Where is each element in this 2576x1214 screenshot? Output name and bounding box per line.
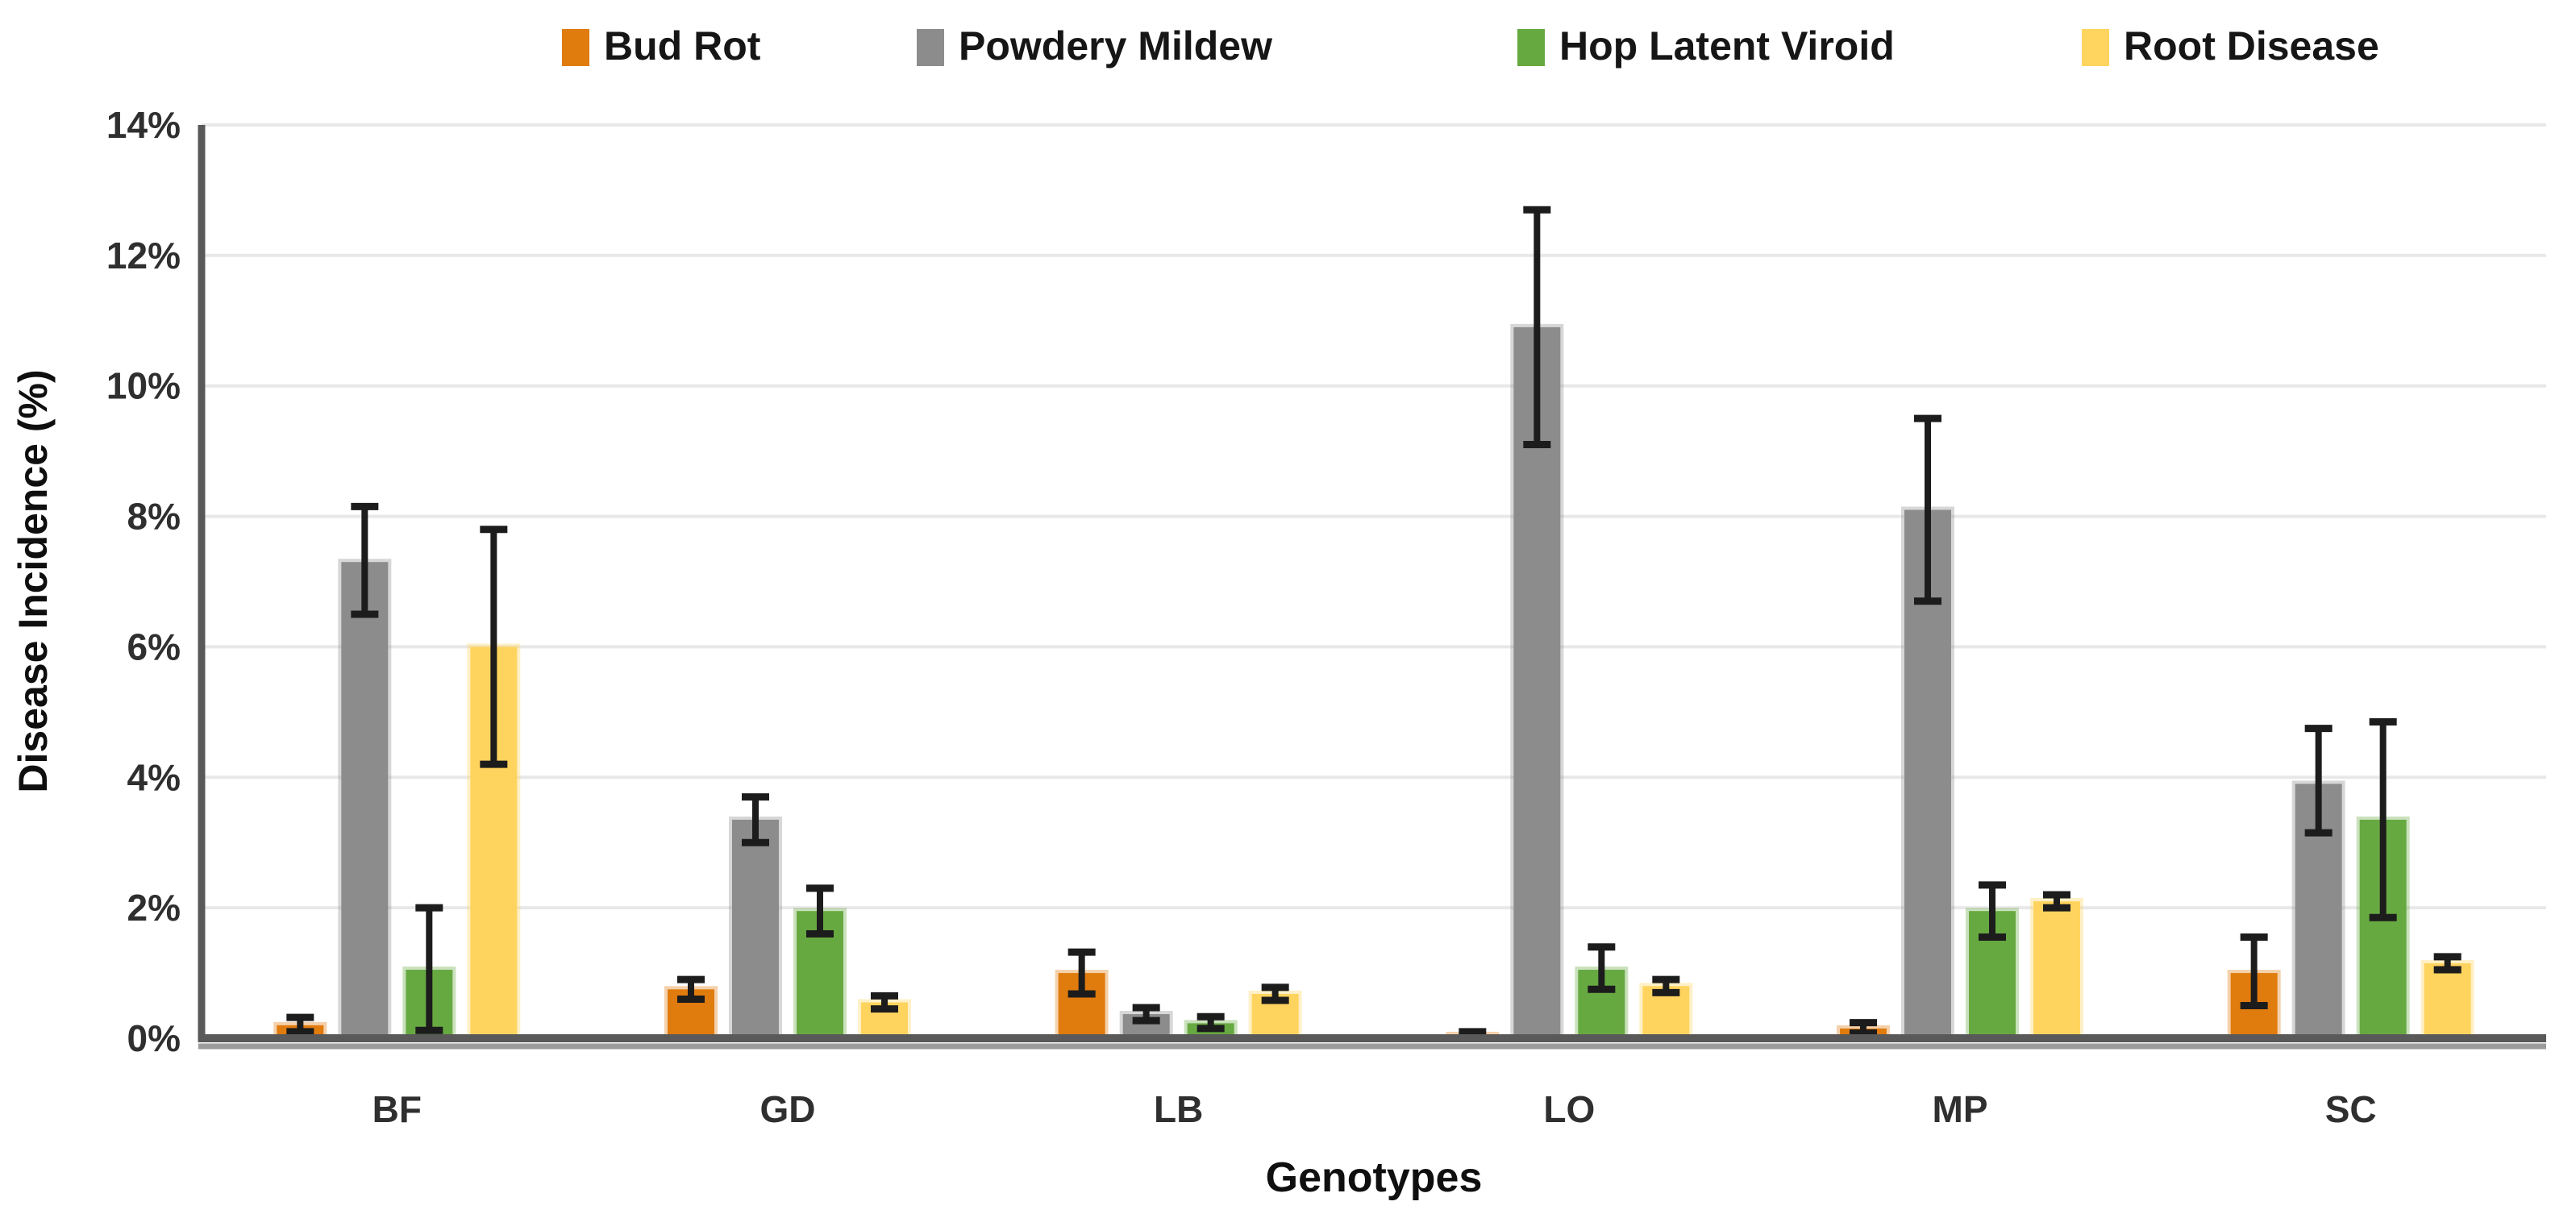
error-bar-root-disease-LB	[1261, 983, 1289, 1004]
x-tick-label-BF: BF	[372, 1088, 422, 1130]
legend-swatch-root-disease	[2082, 29, 2109, 66]
error-bar-bud-rot-SC	[2240, 933, 2268, 1010]
gridlines	[202, 123, 2546, 910]
y-tick-label-8pct: 8%	[127, 496, 181, 538]
error-bar-hop-latent-viroid-LO	[1588, 943, 1616, 993]
error-bar-powdery-mildew-BF	[351, 502, 379, 618]
y-axis-title: Disease Incidence (%)	[10, 369, 56, 792]
legend-item-bud-rot: Bud Rot	[562, 23, 761, 69]
error-bar-bud-rot-LB	[1067, 948, 1096, 998]
legend: Bud Rot Powdery Mildew Hop Latent Viroid Ro…	[562, 23, 2379, 69]
bar-fringe	[729, 816, 782, 1038]
error-bar-powdery-mildew-LO	[1523, 206, 1551, 449]
error-bar-bud-rot-GD	[677, 975, 705, 1003]
x-tick-label-MP: MP	[1933, 1088, 1988, 1130]
x-tick-label-LO: LO	[1543, 1088, 1595, 1130]
legend-swatch-powdery-mildew	[917, 29, 944, 66]
legend-label: Powdery Mildew	[959, 23, 1272, 69]
x-tick-label-GD: GD	[760, 1088, 816, 1130]
error-bar-powdery-mildew-GD	[742, 793, 769, 846]
error-bar-hop-latent-viroid-SC	[2369, 717, 2397, 921]
legend-label: Bud Rot	[604, 23, 761, 69]
legend-item-hop-latent-viroid: Hop Latent Viroid	[1517, 23, 1895, 69]
error-bar-powdery-mildew-SC	[2304, 725, 2333, 837]
y-tick-label-10pct: 10%	[106, 365, 181, 407]
error-bar-root-disease-GD	[871, 992, 898, 1013]
legend-item-powdery-mildew: Powdery Mildew	[917, 23, 1272, 69]
error-bar-root-disease-LO	[1652, 975, 1680, 996]
error-bar-root-disease-MP	[2043, 891, 2070, 912]
legend-swatch-hop-latent-viroid	[1517, 29, 1545, 66]
y-tick-label-14pct: 14%	[106, 104, 181, 146]
y-tick-label-6pct: 6%	[127, 626, 181, 667]
error-bar-bud-rot-MP	[1850, 1019, 1877, 1037]
bars	[273, 323, 2474, 1039]
legend-label: Root Disease	[2124, 23, 2379, 69]
legend-label: Hop Latent Viroid	[1559, 23, 1895, 69]
y-tick-label-12pct: 12%	[106, 235, 181, 276]
bar-fringe	[338, 559, 392, 1038]
error-bar-powdery-mildew-LB	[1132, 1004, 1160, 1025]
error-bar-root-disease-BF	[480, 526, 508, 768]
bar-powdery-mildew-GD	[732, 819, 779, 1038]
error-bar-powdery-mildew-MP	[1914, 414, 1941, 605]
bar-root-disease-MP	[2033, 901, 2080, 1038]
x-axis-title: Genotypes	[1266, 1154, 1483, 1201]
x-tick-label-LB: LB	[1154, 1088, 1203, 1130]
error-bar-hop-latent-viroid-GD	[806, 884, 834, 938]
bar-fringe	[2030, 898, 2083, 1038]
legend-item-root-disease: Root Disease	[2082, 23, 2379, 69]
error-bar-bud-rot-BF	[286, 1013, 314, 1036]
error-bars	[286, 206, 2462, 1042]
bar-root-disease-SC	[2424, 962, 2471, 1038]
error-bar-hop-latent-viroid-MP	[1979, 881, 2006, 942]
x-tick-label-SC: SC	[2325, 1088, 2377, 1130]
error-bar-hop-latent-viroid-BF	[415, 904, 443, 1034]
legend-swatch-bud-rot	[562, 29, 589, 66]
y-tick-label-2pct: 2%	[127, 887, 181, 929]
error-bar-root-disease-SC	[2433, 953, 2462, 974]
bar-powdery-mildew-BF	[341, 562, 389, 1038]
y-tick-label-0pct: 0%	[127, 1017, 181, 1059]
axes	[198, 125, 2546, 1050]
y-tick-label-4pct: 4%	[127, 756, 181, 798]
tick-labels: 0% 2% 4% 6% 8% 10% 12% 14% BF GD LB LO MP SC	[106, 104, 2377, 1130]
error-bar-hop-latent-viroid-LB	[1196, 1012, 1225, 1033]
